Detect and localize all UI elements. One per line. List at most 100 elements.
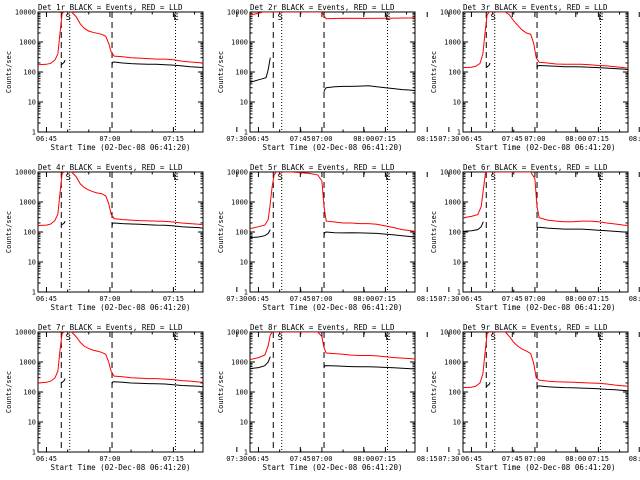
x-tick-label: 07:30 xyxy=(226,295,247,303)
y-tick-label: 10 xyxy=(240,419,248,427)
series-events-line xyxy=(60,59,203,69)
annotation-s: S xyxy=(66,13,71,23)
y-tick-label: 1 xyxy=(457,449,461,457)
series-lld-line xyxy=(463,332,628,389)
y-tick-label: 100 xyxy=(23,229,36,237)
x-tick-label: 07:15 xyxy=(375,295,396,303)
y-tick-label: 10000 xyxy=(440,9,461,17)
y-tick-label: 100 xyxy=(235,229,248,237)
y-tick-label: 1000 xyxy=(231,199,248,207)
series-events-line xyxy=(250,229,415,239)
annotation-e: E xyxy=(385,333,390,343)
panel-5: 1 10 100 1000 10000 06:45 07:00 07:15 07:30 07:45… xyxy=(217,163,640,312)
y-tick-label: 10 xyxy=(453,99,461,107)
annotation-s: S xyxy=(491,13,496,23)
panel-title: Det 7r BLACK = Events, RED = LLD xyxy=(38,323,183,332)
annotation-s: S xyxy=(278,333,283,343)
y-axis-label: Counts/sec xyxy=(217,51,225,93)
y-axis-label: Counts/sec xyxy=(217,371,225,413)
series-lld-line xyxy=(38,332,203,384)
x-tick-label: 08:00 xyxy=(565,135,586,143)
annotation-e: E xyxy=(598,333,603,343)
y-tick-label: 10 xyxy=(453,419,461,427)
y-axis-label: Counts/sec xyxy=(5,211,13,253)
series-events-line xyxy=(250,356,415,370)
y-tick-label: 10 xyxy=(240,99,248,107)
y-tick-label: 1000 xyxy=(231,39,248,47)
x-axis-label: Start Time (02-Dec-08 06:41:20) xyxy=(51,143,191,152)
x-tick-label: 07:45 xyxy=(502,135,523,143)
x-tick-label: 07:00 xyxy=(524,135,545,143)
x-tick-label: 07:45 xyxy=(502,455,523,463)
annotation-e: E xyxy=(598,13,603,23)
annotation-s: S xyxy=(278,13,283,23)
y-axis-label: Counts/sec xyxy=(430,51,438,93)
panel-title: Det 8r BLACK = Events, RED = LLD xyxy=(250,323,395,332)
series-lld-line xyxy=(463,12,628,69)
x-tick-label: 08:15 xyxy=(629,135,640,143)
x-tick-label: 07:00 xyxy=(99,135,120,143)
y-tick-label: 1000 xyxy=(231,359,248,367)
x-tick-label: 08:00 xyxy=(353,455,374,463)
series-lld-line xyxy=(250,172,415,232)
y-tick-label: 100 xyxy=(23,69,36,77)
series-lld-line xyxy=(250,332,415,361)
y-tick-label: 100 xyxy=(448,389,461,397)
y-tick-label: 100 xyxy=(23,389,36,397)
series-events-line xyxy=(250,57,415,92)
x-axis-label: Start Time (02-Dec-08 06:41:20) xyxy=(263,143,403,152)
series-lld-line xyxy=(463,172,628,226)
y-tick-label: 100 xyxy=(235,389,248,397)
panel-title: Det 6r BLACK = Events, RED = LLD xyxy=(463,163,608,172)
series-events-line xyxy=(60,378,203,388)
x-tick-label: 07:00 xyxy=(311,135,332,143)
series-lld-line xyxy=(38,12,203,66)
y-axis-label: Counts/sec xyxy=(5,51,13,93)
y-tick-label: 1 xyxy=(32,129,36,137)
y-tick-label: 10000 xyxy=(440,329,461,337)
x-tick-label: 06:45 xyxy=(248,455,269,463)
x-tick-label: 07:15 xyxy=(163,455,184,463)
x-tick-label: 06:45 xyxy=(36,455,57,463)
y-tick-label: 10000 xyxy=(227,329,248,337)
y-tick-label: 10 xyxy=(28,99,36,107)
x-axis-label: Start Time (02-Dec-08 06:41:20) xyxy=(476,303,616,312)
y-tick-label: 10 xyxy=(28,419,36,427)
y-tick-label: 1000 xyxy=(19,39,36,47)
y-tick-label: 100 xyxy=(448,69,461,77)
x-axis-label: Start Time (02-Dec-08 06:41:20) xyxy=(476,143,616,152)
panel-title: Det 1r BLACK = Events, RED = LLD xyxy=(38,3,183,12)
x-tick-label: 06:45 xyxy=(461,455,482,463)
x-tick-label: 06:45 xyxy=(461,295,482,303)
x-tick-label: 08:00 xyxy=(353,135,374,143)
x-tick-label: 07:00 xyxy=(311,455,332,463)
x-tick-label: 07:00 xyxy=(311,295,332,303)
annotation-s: S xyxy=(66,173,71,183)
x-tick-label: 08:15 xyxy=(417,295,438,303)
panel-9: 1 10 100 1000 10000 06:45 07:00 07:15 07:30 07:45… xyxy=(430,323,629,472)
x-axis-label: Start Time (02-Dec-08 06:41:20) xyxy=(51,463,191,472)
annotation-s: S xyxy=(491,333,496,343)
x-tick-label: 07:45 xyxy=(502,295,523,303)
panel-3: 1 10 100 1000 10000 06:45 07:00 07:15 07:30 07:45… xyxy=(430,3,629,152)
x-axis-label: Start Time (02-Dec-08 06:41:20) xyxy=(476,463,616,472)
panel-title: Det 4r BLACK = Events, RED = LLD xyxy=(38,163,183,172)
annotation-s: S xyxy=(491,173,496,183)
x-tick-label: 07:45 xyxy=(290,455,311,463)
y-tick-label: 10 xyxy=(28,259,36,267)
y-tick-label: 1000 xyxy=(19,199,36,207)
x-axis-label: Start Time (02-Dec-08 06:41:20) xyxy=(263,463,403,472)
x-tick-label: 07:00 xyxy=(99,295,120,303)
annotation-s: S xyxy=(66,333,71,343)
panel-title: Det 5r BLACK = Events, RED = LLD xyxy=(250,163,395,172)
x-tick-label: 07:15 xyxy=(375,135,396,143)
y-tick-label: 1000 xyxy=(444,199,461,207)
x-axis-label: Start Time (02-Dec-08 06:41:20) xyxy=(51,303,191,312)
panel-7: 1 10 100 1000 10000 06:45 07:00 07:15 07:30 07:45… xyxy=(5,323,438,472)
annotation-e: E xyxy=(173,13,178,23)
y-tick-label: 10000 xyxy=(227,9,248,17)
x-tick-label: 07:15 xyxy=(163,135,184,143)
panel-1: 1 10 100 1000 10000 06:45 07:00 07:15 07:30 07:45… xyxy=(5,3,438,152)
x-tick-label: 07:00 xyxy=(99,455,120,463)
y-tick-label: 1000 xyxy=(19,359,36,367)
